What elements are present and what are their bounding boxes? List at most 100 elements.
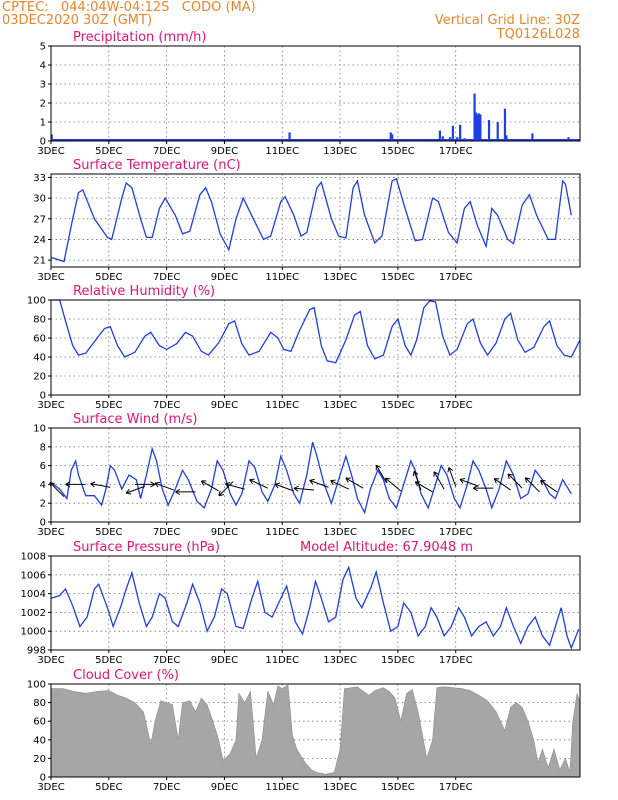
- cloud-xtick-label: 7DEC: [153, 782, 180, 793]
- humidity-xtick-label: 9DEC: [211, 400, 238, 411]
- precip-ytick-label: 2: [40, 99, 46, 110]
- temperature-xtick-label: 17DEC: [439, 272, 473, 283]
- pressure-subtitle: Model Altitude: 67.9048 m: [300, 540, 473, 555]
- precip-xtick-label: 3DEC: [37, 146, 64, 157]
- wind-arrow: [413, 471, 422, 491]
- precip-bar: [487, 120, 491, 141]
- cloud-frame: [50, 683, 581, 778]
- wind-ytick-label: 2: [40, 499, 46, 510]
- wind-title: Surface Wind (m/s): [73, 412, 197, 427]
- wind-arrowhead: [249, 478, 255, 481]
- humidity-xtick-label: 5DEC: [95, 400, 122, 411]
- pressure-line: [50, 565, 580, 650]
- pressure-xtick-label: 5DEC: [95, 655, 122, 666]
- wind-arrowhead: [473, 487, 478, 492]
- precip-ytick-label: 4: [40, 61, 46, 72]
- humidity-xtick-label: 11DEC: [265, 400, 299, 411]
- wind-arrow: [218, 481, 234, 497]
- wind-arrow: [330, 480, 349, 490]
- wind-arrowhead: [540, 480, 543, 486]
- wind-arrowhead: [309, 478, 315, 481]
- pressure-frame: [50, 555, 581, 651]
- wind-arrow: [125, 485, 146, 494]
- pressure-xtick-label: 7DEC: [153, 655, 180, 666]
- pressure-xtick-label: 15DEC: [381, 655, 415, 666]
- wind-arrowhead: [65, 481, 71, 485]
- wind-ytick-label: 6: [40, 461, 46, 472]
- wind-arrowhead: [447, 467, 450, 473]
- cloud-ytick-label: 80: [33, 698, 46, 709]
- cloud-title: Cloud Cover (%): [73, 668, 179, 683]
- wind-arrowhead: [473, 485, 478, 489]
- wind-arrowhead: [218, 494, 224, 497]
- cloud-ytick-label: 40: [33, 735, 46, 746]
- wind-arrow: [201, 480, 219, 492]
- header-station-line: CPTEC: 044:04W-04:12S CODO (MA): [2, 0, 256, 15]
- wind-arrowhead: [65, 483, 71, 488]
- precip-bar: [496, 122, 499, 141]
- precip-bar: [479, 114, 482, 141]
- header-grid-note: Vertical Grid Line: 30Z: [434, 13, 580, 28]
- cloud-xtick-label: 3DEC: [37, 782, 64, 793]
- wind-xtick-label: 9DEC: [211, 527, 238, 538]
- precip-bar: [505, 135, 508, 141]
- wind-arrowhead: [384, 477, 388, 484]
- wind-arrowhead: [154, 482, 159, 488]
- pressure-ytick-label: 1004: [21, 589, 46, 600]
- precip-ytick-label: 3: [40, 80, 46, 91]
- pressure-ytick-label: 998: [27, 646, 46, 657]
- precip-title: Precipitation (mm/h): [73, 30, 206, 45]
- wind-arrow: [448, 467, 457, 487]
- humidity-line: [51, 299, 581, 364]
- wind-arrowhead: [218, 490, 221, 496]
- wind-xtick-label: 13DEC: [323, 527, 357, 538]
- wind-arrowhead: [413, 470, 419, 475]
- wind-arrow: [540, 480, 558, 493]
- wind-arrowhead: [150, 483, 156, 488]
- precip-xtick-label: 15DEC: [381, 146, 415, 157]
- wind-arrow: [459, 478, 479, 487]
- temperature-xtick-label: 9DEC: [211, 272, 238, 283]
- wind-arrowhead: [249, 479, 253, 485]
- humidity-ytick-label: 100: [27, 296, 46, 307]
- wind-arrow: [225, 483, 245, 490]
- wind-arrowhead: [125, 488, 130, 494]
- temperature-xtick-label: 11DEC: [265, 272, 299, 283]
- precip-bar: [473, 93, 476, 141]
- pressure-ytick-label: 1002: [21, 608, 46, 619]
- wind-arrow: [493, 478, 511, 491]
- wind-arrow: [433, 471, 445, 490]
- temperature-ytick-label: 30: [33, 194, 46, 205]
- wind-arrowhead: [330, 479, 336, 482]
- wind-ytick-label: 0: [40, 518, 46, 529]
- wind-arrowhead: [345, 477, 349, 483]
- wind-arrowhead: [293, 485, 299, 489]
- wind-arrowhead: [459, 477, 466, 480]
- wind-arrowhead: [175, 491, 181, 495]
- wind-arrowhead: [448, 467, 454, 472]
- precip-frame: [50, 45, 581, 142]
- pressure-ytick-label: 1006: [21, 570, 46, 581]
- wind-xtick-label: 17DEC: [439, 527, 473, 538]
- pressure-xtick-label: 13DEC: [323, 655, 357, 666]
- wind-arrow: [49, 482, 65, 497]
- cloud-xtick-label: 17DEC: [439, 782, 473, 793]
- wind-arrow: [90, 483, 111, 488]
- humidity-ytick-label: 20: [33, 372, 46, 383]
- temperature-xtick-label: 5DEC: [95, 272, 122, 283]
- precip-bar: [288, 132, 291, 141]
- precip-xtick-label: 7DEC: [153, 146, 180, 157]
- wind-arrowhead: [175, 488, 181, 493]
- temperature-ytick-label: 24: [33, 235, 46, 246]
- wind-arrow: [154, 482, 175, 491]
- temperature-ytick-label: 33: [33, 173, 46, 184]
- wind-arrowhead: [493, 478, 497, 484]
- wind-ytick-label: 8: [40, 442, 46, 453]
- wind-arrowhead: [274, 482, 281, 485]
- pressure-ytick-label: 1008: [21, 552, 46, 563]
- pressure-xtick-label: 11DEC: [265, 655, 299, 666]
- wind-arrowhead: [385, 477, 391, 480]
- wind-arrowhead: [459, 479, 464, 484]
- wind-arrow: [274, 483, 294, 492]
- wind-arrow: [375, 464, 387, 483]
